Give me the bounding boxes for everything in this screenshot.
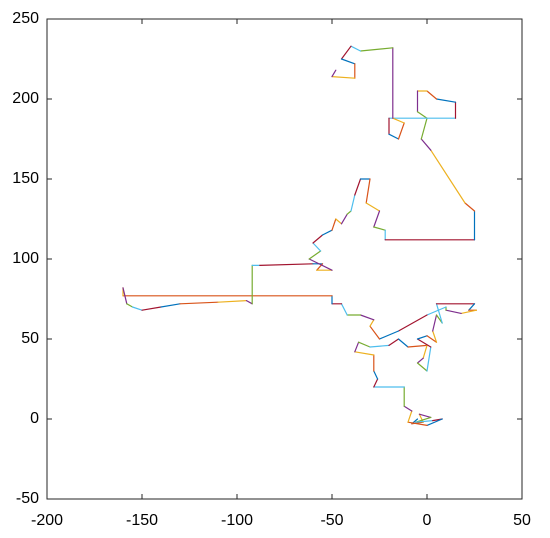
path-segment — [416, 111, 428, 119]
y-tick-label: 250 — [12, 10, 39, 27]
path-segment — [388, 338, 400, 346]
y-tick-label: 50 — [21, 330, 39, 347]
path-segment — [340, 58, 356, 65]
path-segment — [418, 413, 432, 418]
path-segment — [416, 335, 428, 340]
y-tick-label: 100 — [12, 250, 39, 267]
path-segment — [407, 344, 428, 348]
path-segment — [312, 234, 324, 244]
path-segment — [308, 258, 333, 271]
path-segment — [354, 341, 360, 353]
path-segment — [420, 138, 432, 151]
path-segment — [350, 45, 362, 52]
plot-area — [47, 19, 522, 499]
path-segment — [426, 346, 432, 372]
path-segment — [245, 300, 253, 305]
path-segment — [217, 300, 248, 303]
path-segment — [403, 405, 413, 412]
path-segment — [331, 218, 337, 231]
y-tick-label: 0 — [30, 410, 39, 427]
x-tick-label: 50 — [513, 512, 531, 529]
path-segment — [426, 90, 438, 100]
x-tick-label: -150 — [126, 512, 158, 529]
path-segment — [354, 351, 375, 356]
path-segment — [131, 306, 143, 311]
path-segment — [397, 314, 428, 332]
path-segment — [416, 338, 432, 348]
path-segment — [259, 263, 314, 266]
path-segment — [392, 117, 405, 124]
path-segment — [373, 226, 386, 231]
path-segment — [464, 202, 476, 212]
path-segment — [397, 338, 409, 348]
path-segment — [340, 45, 352, 60]
x-tick-label: -200 — [31, 512, 63, 529]
path-segment — [430, 149, 466, 204]
x-tick-label: -100 — [221, 512, 253, 529]
path-segment — [122, 287, 128, 305]
path-segment — [359, 47, 394, 52]
path-segment — [365, 178, 371, 204]
path-segment — [373, 378, 379, 388]
path-segment — [340, 303, 348, 316]
path-segment — [415, 420, 434, 423]
x-tick-label: 0 — [423, 512, 432, 529]
path-segment — [321, 229, 333, 236]
path-segment — [331, 75, 356, 79]
y-tick-label: 150 — [12, 170, 39, 187]
path-segment — [416, 362, 428, 372]
path-segment — [426, 335, 438, 343]
path-segment — [350, 194, 356, 212]
x-tick-label: -50 — [320, 512, 343, 529]
path-segment — [426, 306, 447, 316]
path-segment — [340, 213, 348, 225]
path-segment — [435, 98, 457, 103]
path-segment — [354, 178, 362, 196]
path-segment — [420, 117, 428, 140]
path-segment — [422, 344, 428, 359]
path-segment — [369, 319, 375, 327]
path-segment — [331, 69, 337, 78]
path-segment — [418, 413, 424, 423]
y-tick-label: 200 — [12, 90, 39, 107]
path-segment — [388, 133, 400, 140]
path-segment — [460, 309, 477, 314]
path-segment — [179, 301, 219, 305]
path-segment — [407, 421, 428, 426]
path-segment — [365, 202, 381, 212]
y-tick-label: -50 — [16, 490, 39, 507]
path-segment — [416, 357, 424, 364]
path-segment — [160, 303, 181, 308]
path-segment — [435, 303, 443, 324]
path-segment — [369, 325, 381, 340]
path-segment — [373, 210, 381, 228]
path-segment — [126, 303, 134, 308]
path-segment — [308, 250, 322, 260]
path-segment — [445, 309, 462, 314]
path-segment — [407, 410, 413, 423]
path-segment — [358, 341, 371, 348]
path-segment — [312, 242, 322, 252]
path-segment — [369, 344, 390, 348]
path-segment — [378, 330, 400, 340]
path-segment — [426, 418, 443, 426]
path-segment — [346, 210, 352, 215]
path-segment — [335, 218, 343, 225]
path-segment — [432, 314, 438, 332]
path-segment — [397, 122, 405, 140]
path-segment — [373, 370, 379, 380]
path-segment — [359, 314, 375, 321]
path-segment — [141, 306, 162, 311]
path-segment — [468, 303, 476, 311]
path-segment — [432, 330, 438, 343]
